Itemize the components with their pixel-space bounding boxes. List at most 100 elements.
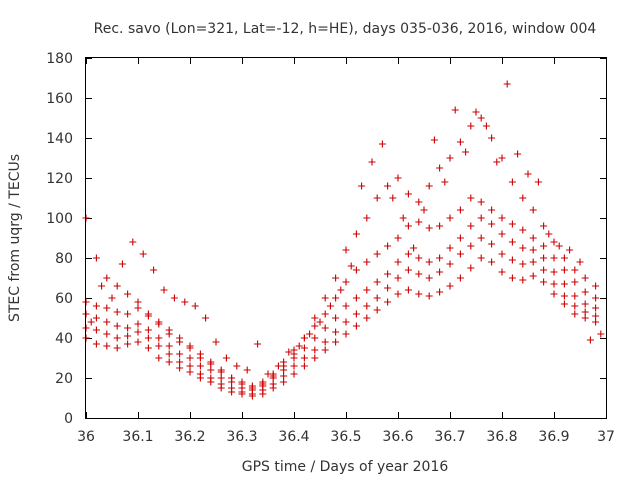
- data-point: [519, 194, 527, 202]
- x-tick-label: 36.7: [434, 429, 465, 445]
- data-point: [586, 336, 594, 344]
- data-point: [342, 278, 350, 286]
- data-point: [456, 138, 464, 146]
- data-point: [467, 122, 475, 130]
- data-point: [488, 258, 496, 266]
- data-point: [436, 164, 444, 172]
- data-point: [103, 318, 111, 326]
- data-point: [373, 306, 381, 314]
- data-point: [300, 354, 308, 362]
- data-point: [560, 280, 568, 288]
- data-point: [545, 230, 553, 238]
- data-point: [581, 314, 589, 322]
- data-point: [508, 178, 516, 186]
- data-point: [508, 256, 516, 264]
- data-point: [290, 350, 298, 358]
- data-point: [134, 328, 142, 336]
- data-point: [529, 206, 537, 214]
- y-tick-label: 0: [64, 411, 73, 427]
- data-point: [592, 304, 600, 312]
- data-point: [207, 366, 215, 374]
- data-point: [415, 290, 423, 298]
- data-point: [550, 238, 558, 246]
- data-point: [103, 304, 111, 312]
- data-point: [384, 284, 392, 292]
- data-point: [467, 194, 475, 202]
- data-point: [144, 310, 152, 318]
- data-point: [337, 286, 345, 294]
- data-point: [285, 348, 293, 356]
- y-tick-label: 120: [46, 171, 73, 187]
- data-point: [404, 190, 412, 198]
- data-point: [280, 378, 288, 386]
- data-point: [425, 274, 433, 282]
- data-point: [394, 234, 402, 242]
- data-point: [394, 290, 402, 298]
- data-point: [503, 80, 511, 88]
- data-point: [571, 266, 579, 274]
- data-point: [316, 318, 324, 326]
- data-point: [477, 198, 485, 206]
- data-point: [415, 254, 423, 262]
- data-point: [592, 312, 600, 320]
- data-point: [581, 300, 589, 308]
- data-point: [144, 344, 152, 352]
- data-point: [311, 334, 319, 342]
- data-point: [540, 242, 548, 250]
- x-tick-label: 36: [77, 429, 95, 445]
- data-point: [415, 218, 423, 226]
- data-point: [113, 308, 121, 316]
- data-point: [404, 286, 412, 294]
- data-point: [534, 178, 542, 186]
- data-point: [155, 334, 163, 342]
- data-point: [560, 300, 568, 308]
- y-tick-label: 20: [55, 371, 73, 387]
- x-tick-label: 36.2: [174, 429, 205, 445]
- data-point: [451, 106, 459, 114]
- data-point: [430, 136, 438, 144]
- data-point: [394, 174, 402, 182]
- data-point: [186, 368, 194, 376]
- data-point: [332, 294, 340, 302]
- data-point: [202, 314, 210, 322]
- chart-title: Rec. savo (Lon=321, Lat=-12, h=HE), days…: [94, 21, 597, 37]
- data-point: [425, 182, 433, 190]
- data-point: [129, 238, 137, 246]
- data-point: [529, 272, 537, 280]
- data-point: [269, 372, 277, 380]
- data-point: [488, 240, 496, 248]
- data-point: [311, 354, 319, 362]
- x-tick-label: 37: [597, 429, 615, 445]
- data-point: [92, 326, 100, 334]
- data-point: [373, 294, 381, 302]
- data-point: [134, 304, 142, 312]
- data-point: [519, 226, 527, 234]
- data-point: [186, 354, 194, 362]
- data-point: [389, 194, 397, 202]
- data-point: [139, 250, 147, 258]
- data-point: [170, 294, 178, 302]
- data-point: [467, 242, 475, 250]
- data-point: [280, 372, 288, 380]
- data-point: [446, 154, 454, 162]
- data-point: [342, 318, 350, 326]
- data-point: [217, 374, 225, 382]
- data-point: [124, 340, 132, 348]
- data-point: [467, 264, 475, 272]
- data-point: [113, 344, 121, 352]
- data-point: [592, 294, 600, 302]
- data-point: [332, 328, 340, 336]
- data-point: [363, 314, 371, 322]
- data-point: [477, 254, 485, 262]
- data-point: [597, 330, 605, 338]
- y-axis-label: STEC from uqrg / TECUs: [7, 154, 23, 322]
- data-point: [238, 380, 246, 388]
- axis-ticks: 36 36.1 36.2 36.3 36.4 36.5 36.6 36.7 36.8 36.9 37…: [46, 51, 615, 445]
- data-point: [540, 222, 548, 230]
- data-point: [540, 254, 548, 262]
- data-point: [529, 258, 537, 266]
- data-point: [399, 214, 407, 222]
- data-point: [363, 302, 371, 310]
- data-point: [560, 254, 568, 262]
- data-point: [352, 322, 360, 330]
